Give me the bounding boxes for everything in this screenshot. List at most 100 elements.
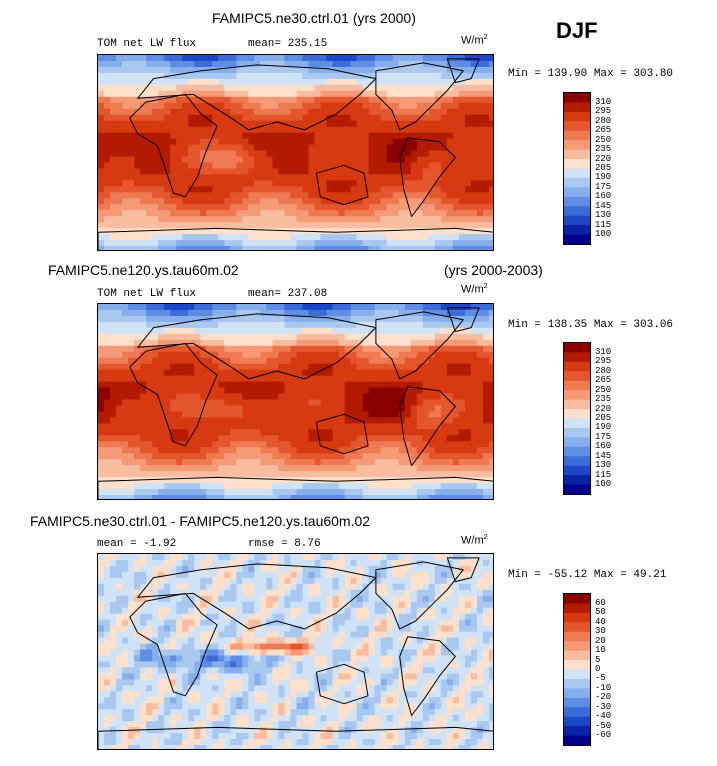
- field-cell: [458, 114, 466, 122]
- field-cell: [356, 222, 364, 229]
- field-cell: [176, 345, 183, 353]
- field-cell: [290, 216, 298, 223]
- field-cell: [434, 351, 442, 359]
- field-cell: [206, 411, 213, 419]
- field-cell: [344, 369, 352, 377]
- field-cell: [218, 351, 225, 359]
- field-cell: [272, 192, 280, 199]
- field-cell: [170, 357, 177, 365]
- field-cell: [158, 156, 165, 164]
- field-cell: [104, 363, 111, 371]
- field-cell: [458, 174, 466, 181]
- field-cell: [320, 55, 328, 62]
- field-cell: [422, 327, 430, 335]
- field-cell: [290, 222, 298, 229]
- field-cell: [170, 483, 177, 490]
- field-cell: [248, 583, 255, 591]
- field-cell: [116, 405, 123, 413]
- field-cell: [188, 156, 195, 164]
- field-cell: [236, 126, 243, 134]
- field-cell: [170, 108, 177, 116]
- field-cell: [422, 246, 430, 250]
- field-cell: [452, 589, 460, 597]
- field-cell: [266, 423, 274, 430]
- field-cell: [434, 120, 442, 128]
- field-cell: [158, 441, 165, 448]
- field-cell: [194, 399, 201, 407]
- field-cell: [164, 583, 171, 591]
- field-cell: [236, 108, 243, 116]
- field-cell: [470, 411, 478, 419]
- field-cell: [206, 375, 213, 383]
- field-cell: [464, 471, 472, 478]
- colorbar-tick-label: 175: [595, 181, 612, 192]
- field-cell: [302, 411, 310, 419]
- field-cell: [170, 489, 177, 496]
- field-cell: [344, 495, 352, 499]
- field-cell: [146, 150, 153, 158]
- field-cell: [488, 393, 493, 401]
- field-cell: [458, 381, 466, 389]
- field-cell: [440, 234, 448, 241]
- field-cell: [482, 369, 490, 377]
- field-cell: [470, 309, 478, 317]
- field-cell: [332, 554, 340, 561]
- field-cell: [260, 399, 268, 407]
- field-cell: [116, 55, 123, 62]
- field-cell: [398, 495, 406, 499]
- field-cell: [218, 132, 225, 140]
- field-cell: [416, 571, 424, 579]
- field-cell: [302, 102, 310, 110]
- field-cell: [356, 186, 364, 193]
- field-cell: [212, 144, 219, 152]
- field-cell: [320, 429, 328, 436]
- field-cell: [170, 411, 177, 419]
- field-cell: [398, 571, 406, 579]
- field-cell: [326, 126, 334, 134]
- field-cell: [482, 327, 490, 335]
- field-cell: [452, 495, 460, 499]
- field-cell: [392, 174, 400, 181]
- field-cell: [98, 465, 105, 472]
- field-cell: [368, 453, 376, 460]
- field-cell: [422, 102, 430, 110]
- field-cell: [308, 381, 316, 389]
- field-cell: [290, 345, 298, 353]
- field-cell: [242, 102, 249, 110]
- field-cell: [98, 192, 105, 199]
- field-cell: [302, 453, 310, 460]
- field-cell: [176, 132, 183, 140]
- field-cell: [296, 387, 304, 395]
- field-cell: [488, 357, 493, 365]
- field-cell: [350, 465, 358, 472]
- field-cell: [140, 399, 147, 407]
- field-cell: [440, 375, 448, 383]
- field-cell: [110, 78, 117, 86]
- field-cell: [116, 90, 123, 98]
- field-cell: [254, 228, 262, 235]
- field-cell: [434, 60, 442, 68]
- field-cell: [380, 363, 388, 371]
- field-cell: [188, 471, 195, 478]
- field-cell: [236, 228, 243, 235]
- field-cell: [218, 345, 225, 353]
- field-cell: [404, 192, 412, 199]
- field-cell: [116, 150, 123, 158]
- field-cell: [242, 66, 249, 74]
- field-cell: [218, 72, 225, 80]
- field-cell: [326, 309, 334, 317]
- field-cell: [344, 411, 352, 419]
- field-cell: [452, 186, 460, 193]
- field-cell: [362, 138, 370, 146]
- field-cell: [158, 381, 165, 389]
- field-cell: [176, 327, 183, 335]
- field-cell: [302, 126, 310, 134]
- field-cell: [248, 339, 255, 347]
- field-cell: [206, 345, 213, 353]
- field-cell: [236, 304, 243, 311]
- field-cell: [380, 198, 388, 205]
- field-cell: [404, 393, 412, 401]
- field-cell: [170, 120, 177, 128]
- field-cell: [308, 96, 316, 104]
- field-cell: [128, 357, 135, 365]
